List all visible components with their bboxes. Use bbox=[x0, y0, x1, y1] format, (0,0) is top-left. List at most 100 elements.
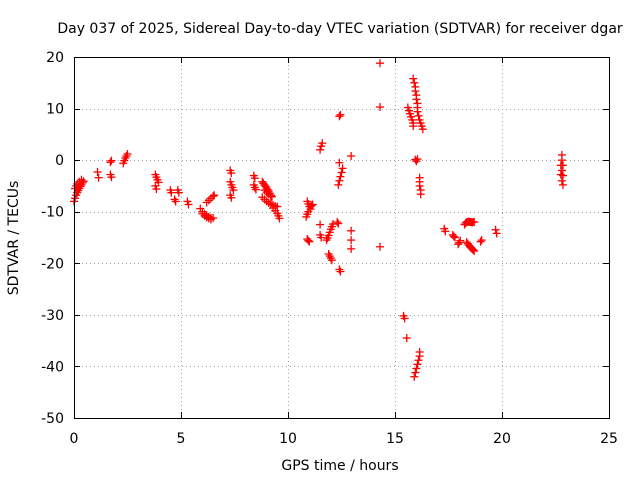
x-tick-labels: 0 5 10 15 20 25 bbox=[70, 431, 618, 447]
plot-frame bbox=[74, 57, 610, 419]
y-axis-label: SDTVAR / TECUs bbox=[6, 181, 22, 296]
data-point bbox=[204, 196, 213, 205]
data-point bbox=[184, 200, 193, 209]
data-point bbox=[77, 175, 86, 184]
data-point bbox=[336, 110, 345, 119]
data-point bbox=[413, 107, 422, 116]
data-point bbox=[337, 168, 346, 177]
data-point bbox=[334, 180, 343, 189]
data-point bbox=[441, 227, 450, 236]
data-point bbox=[418, 125, 427, 134]
x-tick-label: 25 bbox=[600, 431, 618, 447]
data-point bbox=[492, 229, 501, 238]
data-point bbox=[338, 164, 347, 173]
data-point bbox=[336, 172, 345, 181]
data-point bbox=[229, 186, 238, 195]
data-point bbox=[250, 174, 259, 183]
data-point bbox=[302, 212, 311, 221]
data-point bbox=[308, 200, 317, 209]
data-point bbox=[307, 201, 316, 210]
y-tick-label: -30 bbox=[41, 308, 64, 324]
data-point bbox=[414, 111, 423, 120]
grid-lines bbox=[74, 57, 609, 418]
data-point bbox=[327, 256, 336, 265]
data-point bbox=[558, 171, 567, 180]
x-tick-label: 5 bbox=[177, 431, 186, 447]
data-point bbox=[304, 236, 313, 245]
data-point bbox=[106, 158, 115, 167]
data-point bbox=[202, 198, 211, 207]
data-point bbox=[477, 236, 486, 245]
data-point bbox=[558, 180, 567, 189]
data-point bbox=[209, 192, 218, 201]
data-point bbox=[335, 176, 344, 185]
data-point bbox=[318, 139, 327, 148]
data-point bbox=[455, 238, 464, 247]
data-point bbox=[347, 236, 356, 245]
y-tick-labels: -50 -40 -30 -20 -10 0 10 20 bbox=[41, 50, 64, 427]
data-point bbox=[409, 74, 418, 83]
data-point bbox=[210, 191, 219, 200]
data-point bbox=[411, 87, 420, 96]
data-point bbox=[347, 226, 356, 235]
data-point bbox=[491, 225, 500, 234]
data-point bbox=[557, 166, 566, 175]
y-tick-label: 10 bbox=[46, 102, 64, 118]
y-tick-label: 20 bbox=[46, 50, 64, 66]
data-point bbox=[206, 215, 215, 224]
data-point bbox=[167, 188, 176, 197]
data-point bbox=[557, 156, 566, 165]
data-point bbox=[107, 156, 116, 165]
data-point bbox=[152, 185, 161, 194]
data-point bbox=[412, 157, 421, 166]
data-point bbox=[412, 364, 421, 373]
data-point bbox=[227, 169, 236, 178]
data-point bbox=[305, 237, 314, 246]
data-point bbox=[416, 190, 425, 199]
data-point bbox=[413, 155, 422, 164]
data-point bbox=[251, 185, 260, 194]
data-point bbox=[171, 197, 180, 206]
data-point bbox=[202, 213, 211, 222]
y-tick-label: -20 bbox=[41, 256, 64, 272]
x-tick-label: 15 bbox=[386, 431, 404, 447]
data-point bbox=[415, 181, 424, 190]
data-point bbox=[94, 173, 103, 182]
data-point bbox=[93, 168, 102, 177]
data-point bbox=[336, 267, 345, 276]
data-point bbox=[335, 265, 344, 274]
data-point bbox=[409, 122, 418, 131]
data-point bbox=[335, 112, 344, 121]
data-point bbox=[470, 246, 479, 255]
data-point bbox=[557, 176, 566, 185]
data-point bbox=[275, 214, 284, 223]
data-point bbox=[123, 149, 132, 158]
y-tick-label: -10 bbox=[41, 205, 64, 221]
data-point bbox=[450, 233, 459, 242]
axis-ticks bbox=[74, 57, 610, 419]
chart-title: Day 037 of 2025, Sidereal Day-to-day VTE… bbox=[57, 21, 623, 37]
data-point bbox=[122, 152, 131, 161]
data-point bbox=[556, 161, 565, 170]
data-point bbox=[414, 356, 423, 365]
data-point bbox=[556, 170, 565, 179]
data-point bbox=[400, 314, 409, 323]
data-point bbox=[316, 220, 325, 229]
data-point bbox=[476, 237, 485, 246]
data-point bbox=[413, 360, 422, 369]
data-point bbox=[410, 372, 419, 381]
data-point bbox=[456, 236, 465, 245]
data-point bbox=[333, 218, 342, 227]
data-point bbox=[411, 368, 420, 377]
data-point bbox=[347, 152, 356, 161]
data-point bbox=[335, 158, 344, 167]
data-point bbox=[326, 254, 335, 263]
data-point bbox=[376, 59, 385, 68]
x-tick-label: 20 bbox=[493, 431, 511, 447]
data-point bbox=[469, 245, 478, 254]
data-point bbox=[266, 192, 275, 201]
data-point bbox=[316, 145, 325, 154]
data-point bbox=[376, 103, 385, 112]
data-point bbox=[174, 188, 183, 197]
